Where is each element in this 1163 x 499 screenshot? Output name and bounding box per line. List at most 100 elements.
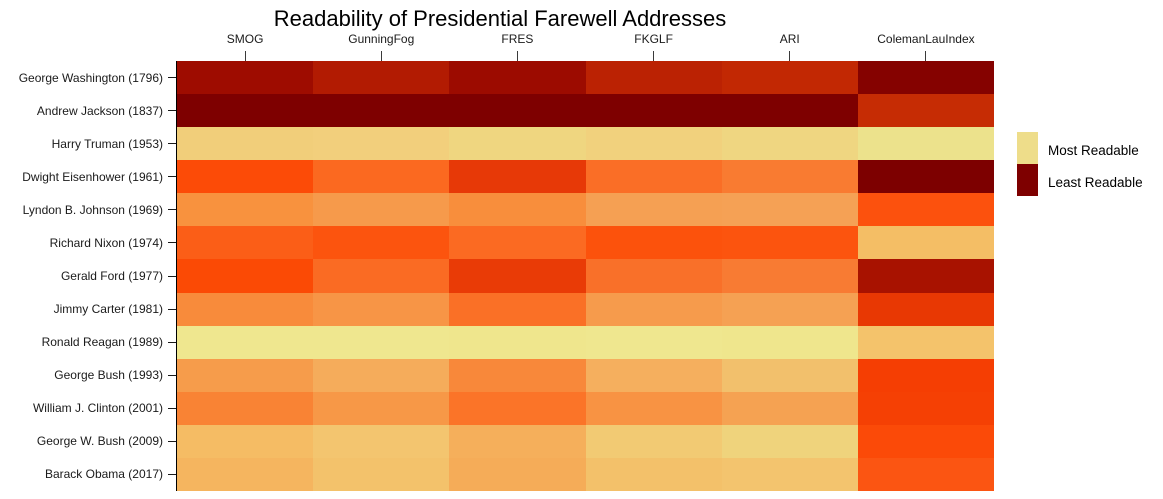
- heatmap-cell: [857, 424, 994, 458]
- heatmap-cell: [177, 325, 314, 359]
- heatmap-cell: [449, 193, 586, 227]
- axis-tick: [244, 51, 246, 61]
- tick-cell: [168, 359, 176, 392]
- heatmap-cell: [585, 94, 722, 128]
- heatmap-cell: [857, 292, 994, 326]
- tick-cell: [168, 61, 176, 94]
- heatmap-cell: [177, 358, 314, 392]
- heatmap-cell: [313, 127, 450, 161]
- tick-cell: [168, 127, 176, 160]
- heatmap-cell: [721, 358, 858, 392]
- heatmap-cell: [313, 457, 450, 491]
- axis-tick: [168, 374, 176, 376]
- axis-tick: [168, 176, 176, 178]
- tick-cell: [722, 51, 858, 61]
- heatmap-cell: [721, 61, 858, 95]
- column-label: ColemanLauIndex: [877, 32, 975, 46]
- heatmap-cell: [857, 259, 994, 293]
- heatmap-cell: [449, 292, 586, 326]
- heatmap-cell: [449, 127, 586, 161]
- tick-cell: [168, 326, 176, 359]
- heatmap-cell: [313, 94, 450, 128]
- axis-tick: [168, 110, 176, 112]
- heatmap-cell: [313, 226, 450, 260]
- heatmap-cell: [721, 457, 858, 491]
- column-label: GunningFog: [348, 32, 415, 46]
- column-label: FKGLF: [634, 32, 673, 46]
- heatmap-cell: [857, 457, 994, 491]
- heatmap-cell: [585, 457, 722, 491]
- axis-tick: [168, 143, 176, 145]
- chart-title: Readability of Presidential Farewell Add…: [273, 6, 727, 31]
- row-label: Lyndon B. Johnson (1969): [22, 202, 163, 217]
- heatmap-cell: [585, 424, 722, 458]
- row-label: Andrew Jackson (1837): [36, 103, 163, 118]
- legend: Most Readable Least Readable: [1017, 132, 1163, 196]
- heatmap-cell: [177, 160, 314, 194]
- row-label: George W. Bush (2009): [36, 434, 163, 449]
- legend-label-least-readable: Least Readable: [1048, 175, 1143, 190]
- heatmap-cell: [313, 259, 450, 293]
- heatmap-cell: [313, 391, 450, 425]
- axis-tick: [168, 275, 176, 277]
- row-label: William J. Clinton (2001): [32, 401, 163, 416]
- row-label: Ronald Reagan (1989): [41, 335, 163, 350]
- y-axis-labels: George Washington (1796) Andrew Jackson (…: [0, 61, 163, 491]
- axis-tick: [380, 51, 382, 61]
- row-label: Gerald Ford (1977): [60, 269, 163, 283]
- column-label: FRES: [501, 32, 534, 46]
- heatmap-cell: [449, 391, 586, 425]
- heatmap-cell: [177, 127, 314, 161]
- axis-tick: [168, 209, 176, 211]
- heatmap-cell: [177, 226, 314, 260]
- row-label: Barack Obama (2017): [44, 467, 163, 482]
- heatmap-cell: [177, 391, 314, 425]
- heatmap-cell: [177, 61, 314, 95]
- heatmap-cell: [449, 424, 586, 458]
- x-axis-ticks: [177, 51, 994, 61]
- row-label: Jimmy Carter (1981): [53, 302, 163, 317]
- heatmap-cell: [721, 127, 858, 161]
- heatmap-cell: [721, 424, 858, 458]
- tick-cell: [177, 51, 313, 61]
- heatmap-cell: [857, 94, 994, 128]
- tick-cell: [168, 458, 176, 491]
- heatmap-cell: [585, 61, 722, 95]
- axis-tick: [168, 407, 176, 409]
- heatmap-cell: [721, 160, 858, 194]
- heatmap-cell: [177, 94, 314, 128]
- heatmap-cell: [313, 358, 450, 392]
- heatmap-cell: [857, 358, 994, 392]
- heatmap-cell: [313, 160, 450, 194]
- axis-tick: [168, 473, 176, 475]
- heatmap-cell: [449, 325, 586, 359]
- row-label: George Washington (1796): [18, 70, 163, 85]
- axis-tick: [168, 308, 176, 310]
- tick-cell: [168, 193, 176, 226]
- tick-cell: [858, 51, 994, 61]
- axis-tick: [516, 51, 518, 61]
- heatmap-cell: [857, 325, 994, 359]
- heatmap-cell: [313, 193, 450, 227]
- heatmap-cell: [857, 127, 994, 161]
- heatmap-cell: [449, 160, 586, 194]
- heatmap-cell: [449, 94, 586, 128]
- tick-cell: [449, 51, 585, 61]
- row-label: George Bush (1993): [54, 368, 163, 383]
- tick-cell: [586, 51, 722, 61]
- axis-tick: [168, 242, 176, 244]
- heatmap-cell: [585, 325, 722, 359]
- heatmap-cell: [313, 325, 450, 359]
- tick-cell: [168, 160, 176, 193]
- heatmap-cell: [449, 226, 586, 260]
- heatmap-cell: [177, 457, 314, 491]
- heatmap-cell: [313, 292, 450, 326]
- heatmap-cell: [585, 391, 722, 425]
- heatmap-cell: [313, 61, 450, 95]
- row-label: Dwight Eisenhower (1961): [22, 169, 163, 184]
- heatmap-cell: [585, 358, 722, 392]
- tick-cell: [168, 293, 176, 326]
- heatmap-cell: [449, 358, 586, 392]
- y-axis-ticks: [168, 61, 176, 491]
